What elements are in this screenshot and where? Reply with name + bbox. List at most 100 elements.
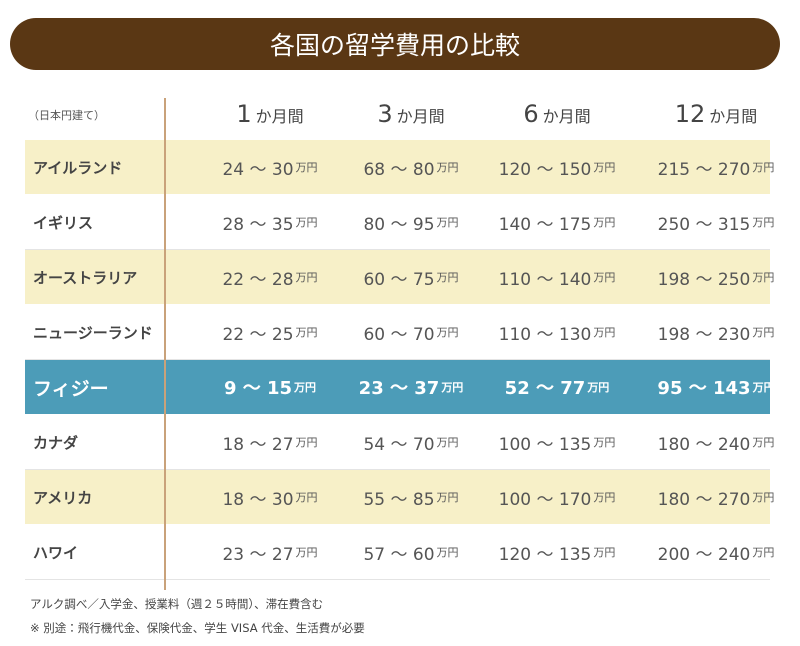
cost-range: 55 ～ 85 xyxy=(363,489,435,510)
cost-range: 68 ～ 80 xyxy=(363,159,435,180)
cost-unit: 万円 xyxy=(593,216,616,229)
cost-unit: 万円 xyxy=(752,436,775,449)
cost-cell: 54 ～ 70 万円 xyxy=(336,415,486,469)
cost-range: 24 ～ 30 xyxy=(222,159,294,180)
cost-cell: 100 ～ 135 万円 xyxy=(482,415,632,469)
cost-unit: 万円 xyxy=(436,271,459,284)
note: アルク調べ／入学金、授業料（週２５時間）、滞在費含む xyxy=(30,597,324,611)
cost-unit: 万円 xyxy=(295,491,318,504)
cost-cell: 60 ～ 75 万円 xyxy=(336,250,486,304)
cost-unit: 万円 xyxy=(295,216,318,229)
cost-cell: 110 ～ 130 万円 xyxy=(482,305,632,359)
country: カナダ xyxy=(33,433,79,452)
cost-cell: 28 ～ 35 万円 xyxy=(195,195,345,249)
cost-range: 100 ～ 170 xyxy=(498,489,592,510)
cost-unit: 万円 xyxy=(752,271,775,284)
header-unit: か月間 xyxy=(709,107,758,126)
country: オーストラリア xyxy=(33,268,138,287)
cost-unit: 万円 xyxy=(752,381,775,394)
cost-unit: 万円 xyxy=(752,491,775,504)
cost-unit: 万円 xyxy=(593,436,616,449)
cost-unit: 万円 xyxy=(436,491,459,504)
cost-unit: 万円 xyxy=(752,546,775,559)
cost-unit: 万円 xyxy=(295,326,318,339)
cost-range: 57 ～ 60 xyxy=(363,544,435,565)
cost-unit: 万円 xyxy=(436,326,459,339)
table-row: アイルランド 24 ～ 30 万円 68 ～ 80 万円 120 ～ 150 万円 215 ～… xyxy=(25,140,774,195)
cost-cell: 100 ～ 170 万円 xyxy=(482,470,632,524)
cost-unit: 万円 xyxy=(593,546,616,559)
cost-range: 110 ～ 130 xyxy=(498,324,592,345)
header-number: 12 xyxy=(674,100,706,128)
cost-unit: 万円 xyxy=(593,491,616,504)
cost-cell: 250 ～ 315 万円 xyxy=(641,195,791,249)
cost-cell: 80 ～ 95 万円 xyxy=(336,195,486,249)
header-number: 3 xyxy=(377,100,393,128)
table-row: ハワイ 23 ～ 27 万円 57 ～ 60 万円 120 ～ 135 万円 200 ～ 24… xyxy=(25,525,774,580)
cost-unit: 万円 xyxy=(295,271,318,284)
cost-cell: 140 ～ 175 万円 xyxy=(482,195,632,249)
cost-unit: 万円 xyxy=(593,271,616,284)
cost-cell: 18 ～ 30 万円 xyxy=(195,470,345,524)
cost-range: 120 ～ 150 xyxy=(498,159,592,180)
table-row: ニュージーランド 22 ～ 25 万円 60 ～ 70 万円 110 ～ 130 万円 198… xyxy=(25,305,774,360)
cost-cell: 57 ～ 60 万円 xyxy=(336,525,486,579)
header-unit: か月間 xyxy=(542,107,591,126)
country: ハワイ xyxy=(33,543,79,562)
table-row: フィジー 9 ～ 15 万円 23 ～ 37 万円 52 ～ 77 万円 95 ～ 143 万円 xyxy=(25,360,775,415)
cost-cell: 198 ～ 230 万円 xyxy=(641,305,791,359)
cost-range: 140 ～ 175 xyxy=(498,214,592,235)
header-unit: か月間 xyxy=(396,107,445,126)
cost-range: 23 ～ 37 xyxy=(358,378,440,399)
cost-range: 52 ～ 77 xyxy=(504,378,586,399)
cost-cell: 60 ～ 70 万円 xyxy=(336,305,486,359)
cost-cell: 68 ～ 80 万円 xyxy=(336,140,486,194)
cost-cell: 198 ～ 250 万円 xyxy=(641,250,791,304)
unit-note: （日本円建て） xyxy=(28,109,105,122)
cost-cell: 52 ～ 77 万円 xyxy=(482,360,632,414)
cost-range: 120 ～ 135 xyxy=(498,544,592,565)
cost-cell: 9 ～ 15 万円 xyxy=(195,360,345,414)
cost-cell: 180 ～ 240 万円 xyxy=(641,415,791,469)
cost-range: 198 ～ 250 xyxy=(657,269,751,290)
column-header: 1 か月間 xyxy=(195,100,345,128)
cost-unit: 万円 xyxy=(752,326,775,339)
cost-range: 28 ～ 35 xyxy=(222,214,294,235)
header-number: 6 xyxy=(523,100,539,128)
cost-cell: 215 ～ 270 万円 xyxy=(641,140,791,194)
cost-range: 60 ～ 75 xyxy=(363,269,435,290)
cost-range: 60 ～ 70 xyxy=(363,324,435,345)
cost-unit: 万円 xyxy=(295,436,318,449)
cost-cell: 23 ～ 37 万円 xyxy=(336,360,486,414)
table-row: オーストラリア 22 ～ 28 万円 60 ～ 75 万円 110 ～ 140 万円 198 … xyxy=(25,250,774,305)
cost-unit: 万円 xyxy=(441,381,464,394)
cost-range: 180 ～ 270 xyxy=(657,489,751,510)
cost-range: 18 ～ 27 xyxy=(222,434,294,455)
cost-cell: 55 ～ 85 万円 xyxy=(336,470,486,524)
cost-unit: 万円 xyxy=(436,161,459,174)
table-row: イギリス 28 ～ 35 万円 80 ～ 95 万円 140 ～ 175 万円 250 ～ 3… xyxy=(25,195,774,250)
column-header: 6 か月間 xyxy=(482,100,632,128)
cost-range: 198 ～ 230 xyxy=(657,324,751,345)
cost-unit: 万円 xyxy=(752,161,775,174)
cost-unit: 万円 xyxy=(295,546,318,559)
header-number: 1 xyxy=(236,100,252,128)
cost-range: 215 ～ 270 xyxy=(657,159,751,180)
cost-cell: 23 ～ 27 万円 xyxy=(195,525,345,579)
country: ニュージーランド xyxy=(33,323,153,342)
cost-cell: 110 ～ 140 万円 xyxy=(482,250,632,304)
country: アイルランド xyxy=(33,158,123,177)
cost-range: 250 ～ 315 xyxy=(657,214,751,235)
column-header: 12 か月間 xyxy=(641,100,791,128)
cost-range: 100 ～ 135 xyxy=(498,434,592,455)
cost-unit: 万円 xyxy=(294,381,317,394)
cost-range: 9 ～ 15 xyxy=(223,378,293,399)
table-body: アイルランド 24 ～ 30 万円 68 ～ 80 万円 120 ～ 150 万円 215 ～… xyxy=(25,140,775,580)
cost-cell: 120 ～ 150 万円 xyxy=(482,140,632,194)
cost-cell: 200 ～ 240 万円 xyxy=(641,525,791,579)
cost-range: 95 ～ 143 xyxy=(657,378,751,399)
cost-range: 80 ～ 95 xyxy=(363,214,435,235)
country: フィジー xyxy=(33,377,109,400)
header-unit: か月間 xyxy=(255,107,304,126)
table-row: アメリカ 18 ～ 30 万円 55 ～ 85 万円 100 ～ 170 万円 180 ～ 2… xyxy=(25,470,774,525)
